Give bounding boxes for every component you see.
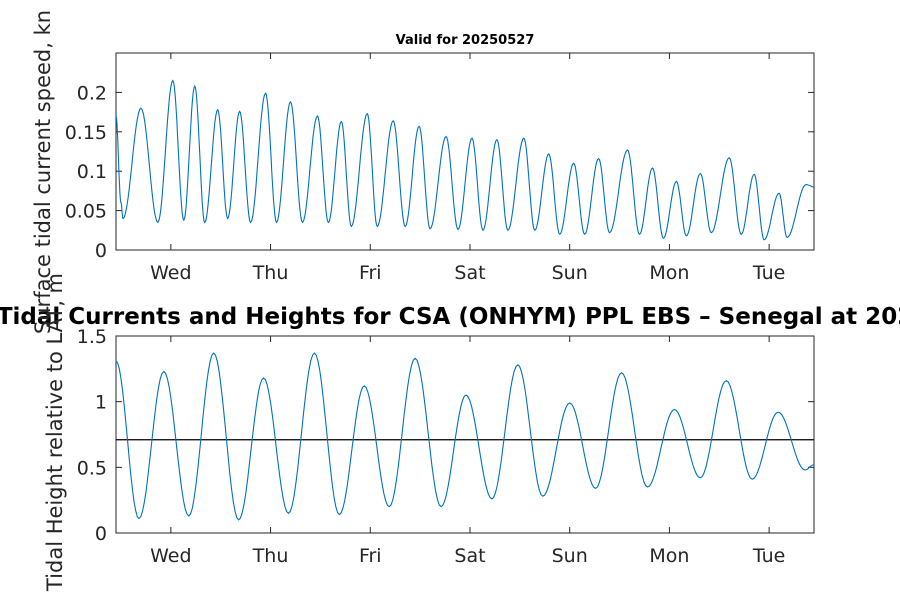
- xtick-label: Sat: [454, 545, 485, 567]
- current-plot-ylabel: Surface tidal current speed, kn: [31, 10, 55, 334]
- ytick-label: 0: [95, 523, 107, 545]
- height-plot-series: [115, 352, 815, 521]
- xtick-label: Thu: [252, 262, 289, 284]
- current-plot-series: [115, 79, 815, 241]
- height-plot-ylabel: Tidal Height relative to LAT, m: [43, 273, 67, 592]
- xtick-label: Fri: [359, 262, 382, 284]
- series-line: [115, 352, 815, 521]
- xtick-label: Sun: [552, 545, 588, 567]
- current-plot-title: Valid for 20250527: [396, 33, 535, 48]
- tidal-height-plot: 0 0.5 1 1.5 Wed Thu Fri Sat Sun Mon Tue: [77, 326, 815, 567]
- xtick-label: Fri: [359, 545, 382, 567]
- xtick-label: Wed: [150, 262, 191, 284]
- xtick-label: Mon: [649, 545, 689, 567]
- ytick-label: 0.5: [77, 457, 107, 479]
- xtick-label: Sat: [454, 262, 485, 284]
- height-plot-ticks: 0 0.5 1 1.5 Wed Thu Fri Sat Sun Mon Tue: [77, 326, 814, 567]
- ytick-label: 0.1: [77, 161, 107, 183]
- xtick-label: Tue: [752, 545, 785, 567]
- ytick-label: 1.5: [77, 326, 107, 348]
- xtick-label: Thu: [252, 545, 289, 567]
- xtick-label: Wed: [150, 545, 191, 567]
- ytick-label: 0.05: [65, 201, 107, 223]
- xtick-label: Sun: [552, 262, 588, 284]
- series-line: [115, 79, 815, 241]
- xtick-label: Mon: [649, 262, 689, 284]
- xtick-label: Tue: [752, 262, 785, 284]
- ytick-label: 0.15: [65, 122, 107, 144]
- ytick-label: 1: [95, 392, 107, 414]
- current-speed-plot: 0 0.05 0.1 0.15 0.2 Wed Thu Fri Sat Sun Mon Tue Val…: [65, 33, 815, 284]
- ytick-label: 0.2: [77, 82, 107, 104]
- height-plot-frame: [115, 335, 815, 534]
- current-plot-frame: [115, 52, 815, 251]
- ytick-label: 0: [95, 240, 107, 262]
- figure-suptitle: Tidal Currents and Heights for CSA (ONHY…: [0, 304, 900, 330]
- current-plot-ticks: 0 0.05 0.1 0.15 0.2 Wed Thu Fri Sat Sun Mon Tue: [65, 53, 814, 284]
